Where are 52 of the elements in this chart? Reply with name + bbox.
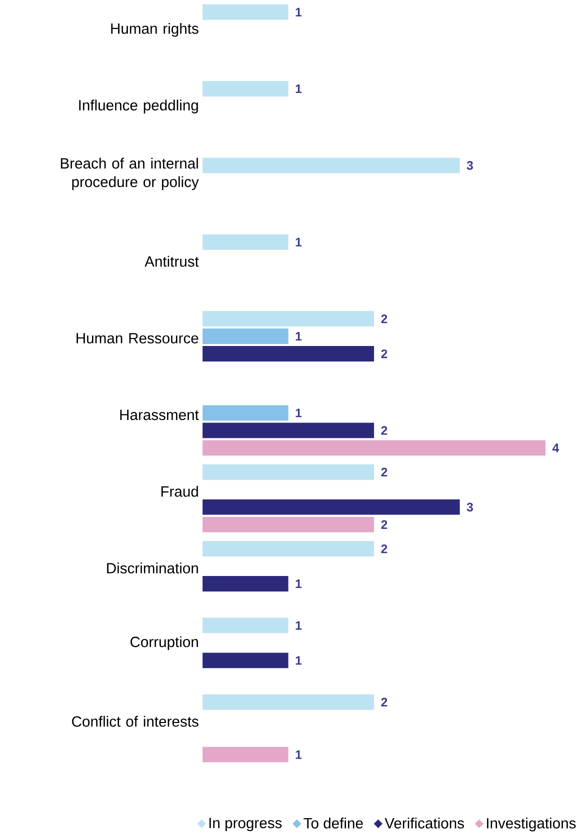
bar <box>202 694 374 710</box>
data-label: 2 <box>381 314 387 324</box>
y-tick-label: Harassment <box>120 410 199 420</box>
data-label: 4 <box>552 444 559 452</box>
bar <box>202 234 288 250</box>
legend-label: To define <box>303 818 363 828</box>
y-tick-label: Antitrust <box>144 256 199 267</box>
data-label: 3 <box>466 161 473 170</box>
data-label: 1 <box>296 84 302 94</box>
bar <box>202 618 288 634</box>
data-label: 3 <box>466 502 473 512</box>
legend-label: In progress <box>209 818 282 832</box>
data-label: 2 <box>381 468 387 476</box>
bar <box>202 405 288 421</box>
bar <box>202 746 288 762</box>
data-label: 2 <box>381 698 387 706</box>
bar <box>202 652 288 668</box>
data-label: 1 <box>296 332 302 341</box>
data-label: 2 <box>381 520 387 529</box>
y-tick-label: Human Ressource <box>76 333 198 344</box>
bar <box>202 499 460 515</box>
y-tick-label: Discrimination <box>106 562 198 574</box>
bar <box>202 440 546 456</box>
data-label: 1 <box>296 8 302 16</box>
bar <box>202 541 374 556</box>
data-label: 2 <box>381 426 387 435</box>
bar <box>202 346 374 362</box>
data-label: 1 <box>296 238 302 246</box>
data-label: 1 <box>296 408 302 418</box>
bar <box>202 516 374 532</box>
y-tick-label: Influence peddling <box>79 100 198 114</box>
y-tick-label: Breach of an internal procedure or policy <box>60 158 199 190</box>
bar <box>202 422 374 438</box>
bar <box>202 311 374 326</box>
data-label: 1 <box>296 750 302 759</box>
data-label: 1 <box>296 621 302 630</box>
bar <box>202 4 288 20</box>
bar <box>202 576 288 592</box>
legend-label: Verifications <box>384 818 464 828</box>
data-label: 1 <box>296 656 302 665</box>
data-label: 2 <box>381 544 387 554</box>
bar <box>202 464 374 480</box>
y-tick-label: Corruption <box>130 636 198 650</box>
bar <box>202 158 460 174</box>
data-label: 1 <box>296 580 302 588</box>
bar <box>202 328 288 344</box>
y-tick-label: Conflict of interests <box>72 716 198 727</box>
data-label: 2 <box>381 349 387 358</box>
y-tick-label: Fraud <box>161 486 198 497</box>
bar <box>202 81 288 96</box>
legend-label: Investigations <box>486 818 576 832</box>
y-tick-label: Human rights <box>111 22 198 37</box>
